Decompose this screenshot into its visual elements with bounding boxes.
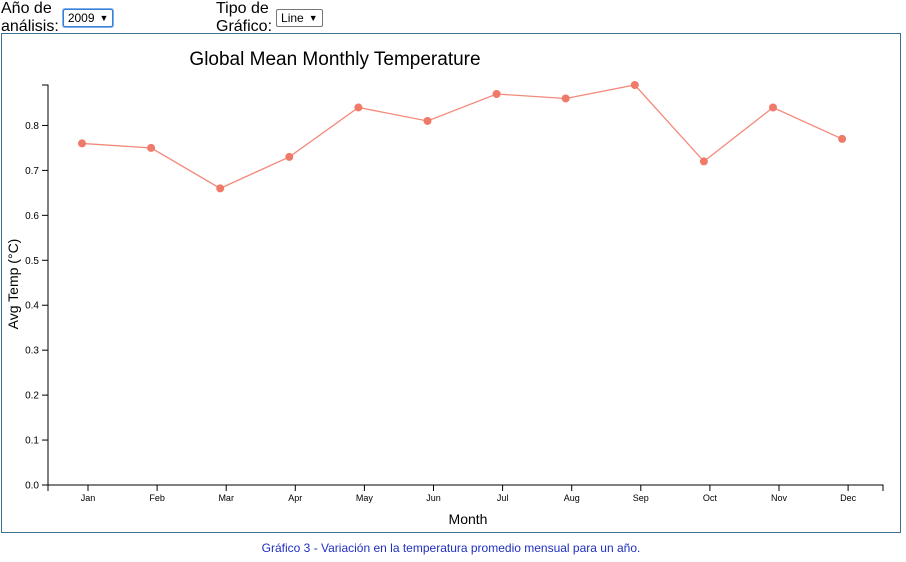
x-axis-line (47, 484, 884, 491)
chart-type-control: Tipo de Gráfico: Line ▼ (216, 0, 323, 36)
x-axis-label: Month (449, 511, 488, 527)
data-point-aug (561, 94, 570, 103)
x-tick-label: Jun (426, 493, 441, 503)
chevron-down-icon: ▼ (99, 13, 109, 23)
data-point-jan (78, 139, 86, 148)
y-tick-label: 0.1 (25, 436, 39, 447)
y-tick-label: 0.7 (25, 166, 39, 177)
data-point-may (354, 103, 363, 112)
y-axis-label: Avg Temp (°C) (5, 239, 21, 330)
y-tick-label: 0.3 (25, 346, 39, 357)
series-temperature (78, 81, 847, 193)
x-tick-label: Oct (703, 493, 718, 503)
series-line (81, 84, 843, 190)
y-tick-label: 0.6 (25, 211, 39, 222)
year-select[interactable]: 2009 ▼ (62, 9, 114, 27)
data-point-jun (423, 116, 432, 125)
data-point-oct (699, 157, 708, 166)
year-select-value: 2009 (67, 11, 95, 25)
x-tick-label: Jan (81, 493, 96, 503)
x-tick-label: Dec (840, 493, 857, 503)
x-tick-label: Mar (218, 493, 234, 503)
y-tick-label: 0.0 (25, 481, 39, 492)
data-point-feb (147, 143, 156, 152)
data-point-nov (769, 103, 777, 112)
y-axis-line (42, 84, 49, 486)
year-label: Año de análisis: (1, 0, 59, 35)
y-tick-label: 0.8 (25, 121, 39, 132)
data-point-apr (285, 152, 294, 161)
chart-type-select[interactable]: Line ▼ (276, 9, 323, 27)
y-axis: 0.0 0.1 0.2 0.3 0.4 0.5 0.6 0.7 0.8 (25, 84, 49, 492)
chart-type-select-value: Line (281, 11, 304, 25)
x-tick-label: Nov (771, 493, 788, 503)
chart-type-label: Tipo de Gráfico: (216, 0, 273, 35)
year-control: Año de análisis: 2009 ▼ (1, 0, 114, 36)
x-tick-label: Feb (149, 493, 165, 503)
x-tick-label: May (356, 493, 374, 503)
y-tick-label: 0.4 (25, 301, 39, 312)
x-axis: Jan Feb Mar Apr May Jun Jul Aug Sep Oct Nov Dec (47, 484, 884, 503)
y-tick-label: 0.5 (25, 256, 39, 267)
data-point-mar (216, 184, 225, 193)
x-tick-label: Aug (564, 493, 580, 503)
chart-title: Global Mean Monthly Temperature (189, 49, 480, 70)
x-tick-label: Sep (633, 493, 649, 503)
data-point-jul (492, 89, 501, 98)
chevron-down-icon: ▼ (308, 13, 318, 23)
chart-caption: Gráfico 3 - Variación en la temperatura … (261, 541, 641, 555)
data-point-sep (630, 81, 639, 89)
x-tick-label: Jul (497, 493, 509, 503)
y-tick-label: 0.2 (25, 391, 39, 402)
chart-frame: Global Mean Monthly Temperature 0.0 0.1 0.… (1, 33, 901, 533)
data-point-dec (838, 134, 847, 143)
line-chart: Global Mean Monthly Temperature 0.00.10.… (5, 49, 884, 527)
x-tick-label: Apr (288, 493, 302, 503)
